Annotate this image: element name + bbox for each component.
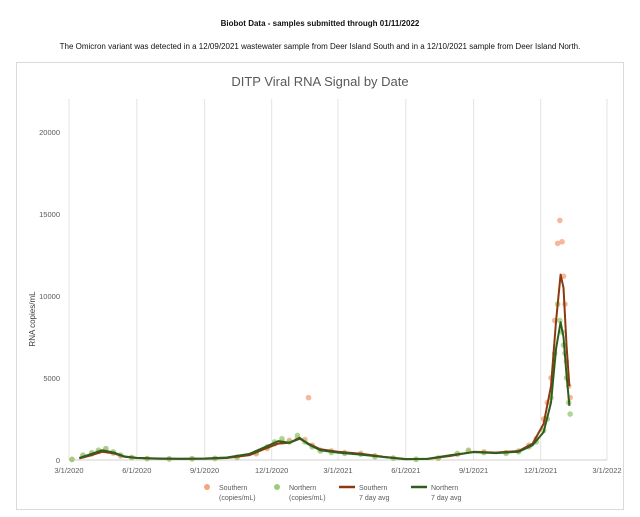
- y-tick-label: 15000: [39, 210, 60, 219]
- x-tick-label: 3/1/2020: [54, 466, 83, 475]
- y-axis-ticks: 0 5000 10000 15000 20000: [39, 128, 60, 465]
- southern-point: [305, 394, 312, 401]
- legend-label: 7 day avg: [359, 495, 389, 502]
- legend-label: 7 day avg: [431, 495, 461, 502]
- page-subtitle: The Omicron variant was detected in a 12…: [59, 42, 581, 51]
- southern-point: [559, 238, 565, 245]
- southern-point: [557, 217, 563, 224]
- y-tick-label: 10000: [39, 292, 60, 301]
- x-tick-label: 3/1/2021: [323, 466, 352, 475]
- legend-label: Southern: [359, 485, 388, 492]
- northern-7day-line: [78, 321, 571, 461]
- legend-label: Southern: [219, 485, 248, 492]
- legend-label: Northern: [431, 485, 458, 492]
- legend: Southern (copies/mL) Northern (copies/mL) So…: [204, 484, 461, 502]
- northern-point: [69, 456, 75, 463]
- legend-label: Northern: [289, 485, 316, 492]
- legend-label: (copies/mL): [219, 495, 256, 502]
- northern-point: [294, 432, 301, 439]
- chart-svg: DITP Viral RNA Signal by Date RNA copies…: [28, 74, 622, 502]
- legend-label: (copies/mL): [289, 495, 326, 502]
- southern-point: [554, 240, 561, 247]
- chart-container: DITP Viral RNA Signal by Date RNA copies…: [16, 62, 624, 510]
- northern-point: [279, 435, 285, 442]
- x-tick-label: 9/1/2021: [459, 466, 488, 475]
- page-title: Biobot Data - samples submitted through …: [220, 19, 420, 28]
- x-tick-label: 6/1/2021: [391, 466, 420, 475]
- x-tick-label: 12/1/2021: [524, 466, 557, 475]
- x-tick-label: 12/1/2020: [255, 466, 288, 475]
- x-tick-label: 9/1/2020: [190, 466, 219, 475]
- northern-point: [567, 411, 573, 417]
- y-tick-label: 5000: [43, 374, 60, 383]
- y-axis-label: RNA copies/mL: [28, 291, 37, 347]
- y-tick-label: 0: [56, 456, 60, 465]
- x-axis-ticks: 3/1/2020 6/1/2020 9/1/2020 12/1/2020 3/1/202…: [54, 466, 621, 475]
- legend-marker: [274, 484, 280, 490]
- y-tick-label: 20000: [39, 128, 60, 137]
- chart-title: DITP Viral RNA Signal by Date: [231, 74, 408, 89]
- series-layer: [69, 217, 573, 463]
- southern-7day-line: [79, 273, 571, 460]
- grid-layer: [68, 99, 608, 461]
- legend-marker: [204, 484, 210, 490]
- x-tick-label: 3/1/2022: [592, 466, 621, 475]
- x-tick-label: 6/1/2020: [122, 466, 151, 475]
